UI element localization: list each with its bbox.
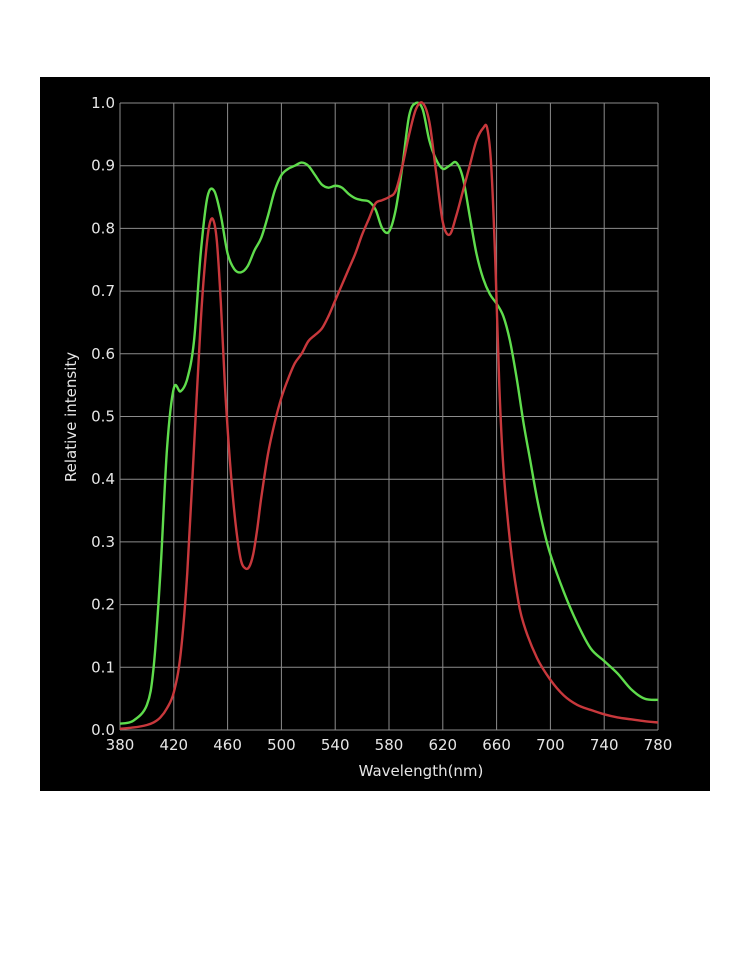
x-tick-label: 740 (590, 736, 619, 754)
y-tick-label: 0.9 (91, 157, 115, 175)
red-spectrum-line (119, 101, 659, 730)
x-axis-label: Wavelength(nm) (359, 762, 484, 780)
x-tick-label: 380 (106, 736, 135, 754)
x-tick-label: 580 (375, 736, 404, 754)
spectrum-chart: 380 420 460 500 540 580 620 660 700 740 780 0.0 0.1… (62, 94, 673, 780)
x-tick-label: 420 (159, 736, 188, 754)
green-spectrum-line (119, 101, 659, 725)
y-tick-label: 0.1 (91, 658, 115, 676)
x-tick-label: 660 (482, 736, 511, 754)
y-axis-ticks: 0.0 0.1 0.2 0.3 0.4 0.5 0.6 0.7 0.8 0.9 1.0 (91, 94, 115, 739)
y-tick-label: 0.3 (91, 533, 115, 551)
x-tick-label: 780 (644, 736, 673, 754)
x-axis-ticks: 380 420 460 500 540 580 620 660 700 740 780 (106, 736, 673, 754)
series-layer (119, 101, 659, 730)
y-tick-label: 0.6 (91, 345, 115, 363)
x-tick-label: 460 (213, 736, 242, 754)
y-tick-label: 0.8 (91, 219, 115, 237)
x-tick-label: 700 (536, 736, 565, 754)
y-tick-label: 0.5 (91, 408, 115, 426)
x-tick-label: 500 (267, 736, 296, 754)
y-axis-label: Relative intensity (62, 352, 80, 482)
y-tick-label: 0.2 (91, 596, 115, 614)
chart-panel: 380 420 460 500 540 580 620 660 700 740 780 0.0 0.1… (40, 77, 710, 791)
y-tick-label: 0.0 (91, 721, 115, 739)
y-tick-label: 1.0 (91, 94, 115, 112)
y-tick-label: 0.4 (91, 470, 115, 488)
x-tick-label: 620 (428, 736, 457, 754)
x-tick-label: 540 (321, 736, 350, 754)
y-tick-label: 0.7 (91, 282, 115, 300)
